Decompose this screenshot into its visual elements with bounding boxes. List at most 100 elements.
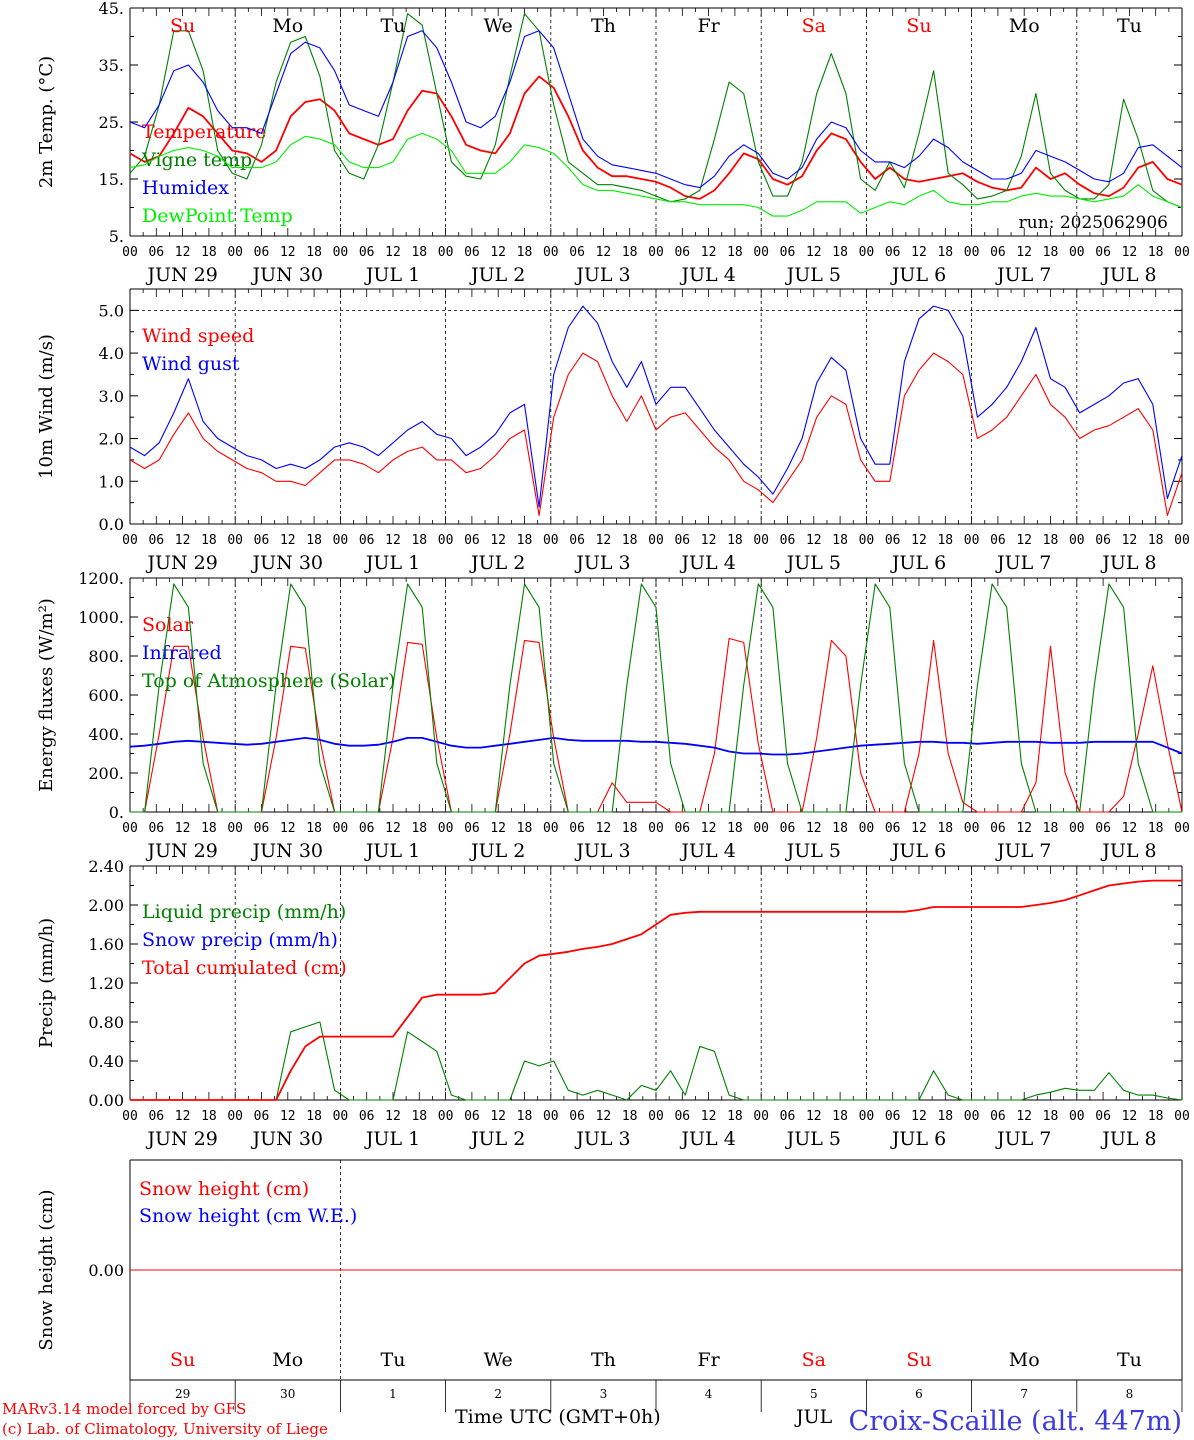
x-hour-label: 00 [227, 245, 243, 260]
x-hour-label: 06 [1095, 245, 1111, 260]
x-hour-label: 12 [911, 1109, 927, 1124]
x-hour-label: 06 [254, 245, 270, 260]
y-tick-label: 400. [88, 725, 124, 744]
x-hour-label: 06 [254, 533, 270, 548]
x-hour-label: 06 [674, 533, 690, 548]
day-number-label: 8 [1126, 1387, 1134, 1401]
x-date-label: JUN 29 [145, 552, 217, 574]
x-date-label: JUN 30 [251, 264, 323, 286]
x-hour-label: 12 [911, 533, 927, 548]
x-date-label: JUL 8 [1100, 1128, 1156, 1150]
x-date-label: JUL 6 [890, 264, 946, 286]
x-hour-label: 18 [411, 533, 427, 548]
x-hour-label: 00 [648, 245, 664, 260]
x-hour-label: 18 [201, 245, 217, 260]
x-date-label: JUL 4 [679, 552, 735, 574]
x-hour-label: 12 [385, 1109, 401, 1124]
x-hour-label: 18 [517, 245, 533, 260]
x-date-label: JUL 5 [785, 264, 841, 286]
x-hour-label: 18 [1043, 1109, 1059, 1124]
y-axis-label: 10m Wind (m/s) [36, 334, 57, 479]
day-number-label: 29 [175, 1387, 190, 1401]
footer-month: JUL [794, 1406, 833, 1428]
y-tick-label: 1.0 [99, 472, 124, 491]
y-tick-label: 3.0 [99, 387, 124, 406]
x-hour-label: 00 [333, 533, 349, 548]
x-hour-label: 18 [306, 533, 322, 548]
x-hour-label: 12 [1122, 245, 1138, 260]
weekday-label: Th [591, 15, 616, 37]
chart-panel-2: 0.0 1.0 2.0 3.0 4.0 5.0 10m Wind (m/s) Wind spe… [36, 288, 1190, 574]
x-hour-label: 06 [674, 821, 690, 836]
x-hour-label: 06 [464, 1109, 480, 1124]
weekday-label: Mo [272, 15, 303, 37]
y-tick-label: 45. [99, 0, 124, 18]
x-hour-label: 18 [727, 245, 743, 260]
x-hour-label: 06 [674, 1109, 690, 1124]
y-tick-label: 1200. [78, 569, 124, 588]
x-date-label: JUL 6 [890, 840, 946, 862]
x-hour-label: 06 [569, 533, 585, 548]
day-number-label: 7 [1020, 1387, 1028, 1401]
legend-entry: Total cumulated (cm) [142, 957, 347, 979]
y-tick-label: 2.00 [88, 896, 124, 915]
x-hour-label: 18 [1148, 245, 1164, 260]
x-hour-label: 06 [148, 821, 164, 836]
x-hour-label: 12 [1122, 533, 1138, 548]
weekday-label: Tu [1117, 15, 1142, 37]
x-hour-label: 06 [254, 1109, 270, 1124]
y-axis-label: Energy fluxes (W/m²) [36, 598, 57, 792]
x-date-label: JUL 5 [785, 840, 841, 862]
x-hour-label: 18 [411, 821, 427, 836]
x-hour-label: 18 [937, 1109, 953, 1124]
x-date-label: JUL 1 [364, 264, 420, 286]
day-number-label: 2 [494, 1387, 502, 1401]
x-date-label: JUL 5 [785, 552, 841, 574]
x-hour-label: 00 [964, 245, 980, 260]
legend-entry: Wind speed [142, 325, 254, 347]
x-hour-label: 12 [596, 245, 612, 260]
x-hour-label: 00 [648, 821, 664, 836]
x-hour-label: 06 [780, 1109, 796, 1124]
legend-entry: Snow height (cm W.E.) [139, 1205, 357, 1227]
x-hour-label: 18 [727, 821, 743, 836]
x-date-label: JUL 2 [469, 840, 525, 862]
x-date-label: JUL 6 [890, 552, 946, 574]
x-hour-label: 12 [280, 821, 296, 836]
x-hour-label: 06 [569, 1109, 585, 1124]
x-hour-label: 06 [674, 245, 690, 260]
x-date-label: JUL 7 [995, 840, 1051, 862]
series-line-vigne-temp [129, 13, 1183, 209]
x-date-label: JUN 29 [145, 1128, 217, 1150]
x-hour-label: 12 [701, 533, 717, 548]
x-date-label: JUL 4 [679, 1128, 735, 1150]
x-hour-label: 00 [859, 821, 875, 836]
x-hour-label: 00 [964, 1109, 980, 1124]
x-hour-label: 12 [806, 533, 822, 548]
x-hour-label: 12 [280, 533, 296, 548]
x-hour-label: 12 [490, 821, 506, 836]
x-hour-label: 18 [1043, 821, 1059, 836]
x-hour-label: 00 [543, 533, 559, 548]
x-hour-label: 00 [333, 1109, 349, 1124]
x-hour-label: 00 [543, 821, 559, 836]
x-hour-label: 00 [438, 821, 454, 836]
x-date-label: JUL 8 [1100, 264, 1156, 286]
x-hour-label: 18 [201, 821, 217, 836]
x-hour-label: 06 [780, 245, 796, 260]
x-hour-label: 00 [753, 821, 769, 836]
x-hour-label: 06 [780, 821, 796, 836]
weekday-label: Sa [802, 15, 826, 37]
x-hour-label: 00 [1174, 1109, 1190, 1124]
y-axis-label: Snow height (cm) [36, 1189, 57, 1350]
x-hour-label: 18 [201, 1109, 217, 1124]
x-hour-label: 12 [490, 245, 506, 260]
chart-panel-1: 5. 15. 25. 35. 45. 2m Temp. (°C) Temperature Vi… [36, 0, 1190, 286]
x-date-label: JUN 30 [251, 840, 323, 862]
x-hour-label: 18 [622, 533, 638, 548]
y-tick-label: 600. [88, 686, 124, 705]
chart-panel-4: 0.00 0.40 0.80 1.20 1.60 2.00 2.40 Precip (mm/h… [36, 857, 1190, 1150]
day-number-label: 6 [915, 1387, 923, 1401]
y-tick-label: 200. [88, 764, 124, 783]
